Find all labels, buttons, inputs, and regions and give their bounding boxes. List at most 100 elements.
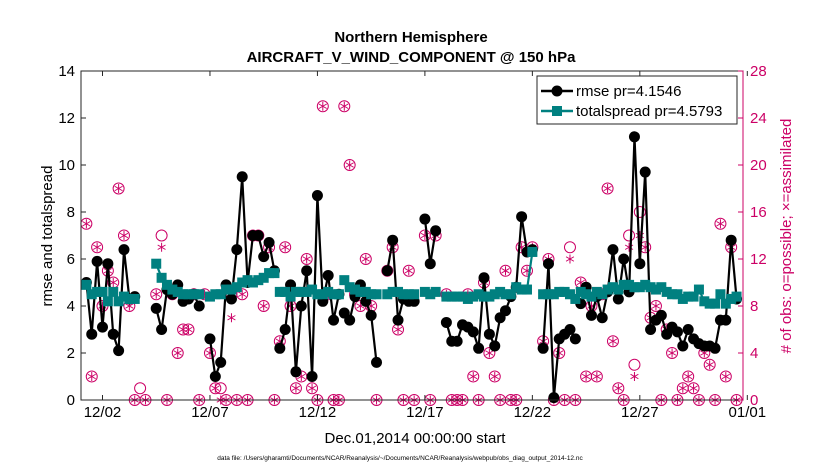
obs-assimilated-point: [227, 313, 236, 323]
totalspread-point: [242, 275, 253, 286]
rmse-point: [381, 265, 393, 277]
asterisk-stroke: [318, 103, 327, 109]
obs-possible-point: [687, 382, 700, 395]
asterisk-stroke: [678, 385, 687, 391]
obs-assimilated-point: [684, 372, 693, 381]
rmse-point: [301, 265, 313, 277]
totalspread-point: [677, 293, 688, 304]
rmse-point: [499, 305, 511, 317]
totalspread-point: [479, 291, 490, 302]
totalspread-point: [344, 282, 355, 293]
totalspread-point: [102, 296, 113, 307]
obs-possible-point: [703, 358, 716, 371]
totalspread-point: [473, 289, 484, 300]
x-tick-label: 01/01: [729, 404, 767, 421]
obs-possible-point: [209, 382, 222, 395]
totalspread-point: [328, 289, 339, 300]
totalspread-point: [403, 289, 414, 300]
y-tick-label: 12: [58, 110, 75, 127]
totalspread-point: [688, 291, 699, 302]
totalspread-point: [586, 291, 597, 302]
y-axis-label-right: # of obs: o=possible; ×=assimilated: [778, 119, 795, 354]
y-right-tick-label: 4: [750, 345, 758, 362]
asterisk-stroke: [109, 279, 118, 286]
obs-assimilated-point: [651, 301, 661, 311]
rmse-point: [263, 237, 275, 249]
totalspread-point: [108, 286, 119, 297]
asterisk-stroke: [281, 244, 290, 250]
obs-assimilated-point: [87, 372, 96, 381]
rmse-point: [628, 131, 640, 143]
obs-assimilated-point: [238, 289, 247, 299]
totalspread-point: [645, 282, 656, 293]
y-right-tick-label: 28: [750, 63, 767, 80]
rmse-point: [306, 371, 318, 382]
totalspread-point: [113, 296, 124, 307]
totalspread-point: [452, 291, 463, 302]
asterisk-stroke: [211, 385, 220, 391]
asterisk-stroke: [345, 162, 354, 168]
y-right-tick-label: 20: [750, 157, 767, 174]
rmse-point: [311, 190, 323, 202]
totalspread-point: [710, 298, 721, 309]
totalspread-point: [650, 284, 661, 295]
totalspread-point: [231, 282, 242, 293]
totalspread-point: [382, 289, 393, 300]
obs-possible-point: [171, 347, 184, 359]
totalspread-point: [425, 289, 436, 300]
totalspread-point: [172, 286, 183, 297]
totalspread-point: [312, 289, 323, 300]
asterisk-stroke: [184, 326, 193, 333]
totalspread-point: [607, 282, 618, 293]
obs-assimilated-point: [603, 184, 612, 193]
asterisk-stroke: [667, 350, 677, 356]
x-tick-label: 12/22: [514, 404, 552, 421]
y-tick-label: 6: [67, 251, 75, 268]
obs-assimilated-point: [705, 360, 714, 370]
totalspread-point: [350, 284, 361, 295]
asterisk-stroke: [555, 350, 564, 356]
y-right-tick-label: 0: [750, 392, 758, 409]
totalspread-point: [419, 286, 430, 297]
legend-rmse-marker: [551, 85, 563, 97]
totalspread-point: [97, 286, 108, 297]
totalspread-point: [371, 289, 382, 300]
totalspread-point: [118, 291, 129, 302]
rmse-point: [274, 342, 286, 354]
asterisk-stroke: [689, 385, 698, 391]
obs-possible-point: [306, 382, 319, 395]
obs-possible-point: [606, 335, 619, 348]
totalspread-point: [602, 284, 613, 295]
rmse-point: [537, 342, 549, 354]
obs-possible-point: [520, 264, 533, 277]
obs-assimilated-point: [667, 348, 677, 358]
footer-data-file: data file: /Users/gharamti/Documents/NCA…: [217, 455, 583, 462]
rmse-point: [344, 314, 356, 326]
totalspread-point: [86, 289, 97, 300]
asterisk-stroke: [92, 244, 102, 250]
obs-assimilated-point: [307, 383, 317, 393]
legend-spread-marker: [552, 106, 562, 116]
rmse-point: [585, 309, 597, 321]
rmse-point: [607, 244, 619, 256]
obs-assimilated-point: [404, 266, 413, 276]
rmse-point: [483, 328, 495, 340]
y-right-tick-label: 12: [750, 251, 767, 268]
totalspread-point: [285, 291, 296, 302]
obs-possible-point: [601, 182, 614, 195]
totalspread-point: [511, 282, 522, 293]
asterisk-stroke: [721, 373, 730, 380]
asterisk-stroke: [259, 303, 268, 309]
totalspread-point: [683, 291, 694, 302]
totalspread-point: [301, 286, 312, 297]
obs-assimilated-point: [490, 372, 499, 381]
obs-possible-point: [612, 382, 625, 395]
obs-possible-point: [155, 229, 168, 242]
asterisk-stroke: [307, 385, 317, 391]
totalspread-point: [280, 286, 291, 297]
totalspread-point: [323, 286, 334, 297]
totalspread-point: [366, 289, 377, 300]
totalspread-point: [484, 291, 495, 302]
totalspread-point: [527, 246, 538, 257]
